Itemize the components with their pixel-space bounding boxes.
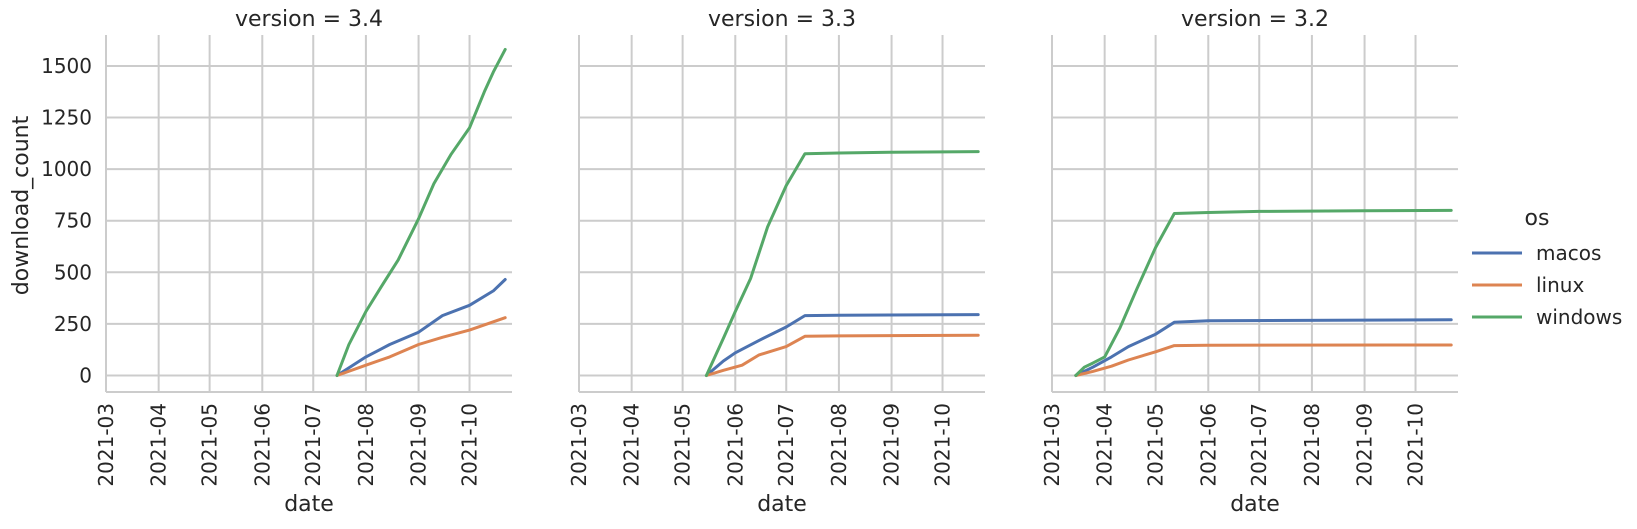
series-line-macos [1074,318,1453,377]
x-tick-label: 2021-04 [147,403,171,487]
x-tick-label: 2021-04 [1093,403,1117,487]
x-tick-label: 2021-03 [1040,403,1064,487]
x-tick-label: 2021-05 [198,403,222,487]
x-tick-label: 2021-10 [458,403,482,487]
x-tick-label: 2021-08 [1300,403,1324,487]
series-line-linux [704,333,980,377]
x-axis-label: date [284,492,334,517]
series-line-macos [335,278,507,377]
x-tick-label: 2021-06 [723,403,747,487]
x-tick-label: 2021-10 [1404,403,1428,487]
x-tick-label: 2021-06 [250,403,274,487]
series-line-windows [704,150,980,377]
x-tick-label: 2021-10 [931,403,955,487]
y-tick-label: 1500 [41,54,92,78]
panel-title: version = 3.3 [708,7,856,32]
y-tick-label: 750 [54,209,92,233]
panel-3: 2021-03 2021-04 2021-05 2021-06 2021-07 2021-… [1040,7,1458,517]
legend-title: os [1525,206,1550,231]
x-tick-label: 2021-07 [1247,403,1271,487]
panel-title: version = 3.4 [235,7,383,32]
x-tick-label: 2021-08 [827,403,851,487]
y-tick-label: 500 [54,260,92,284]
y-axis-label: download_count [9,115,34,295]
y-tick-label: 0 [79,363,92,387]
panel-2: 2021-03 2021-04 2021-05 2021-06 2021-07 2021-… [567,7,985,517]
x-axis-label: date [1230,492,1280,517]
x-tick-label: 2021-04 [620,403,644,487]
x-tick-label: 2021-06 [1196,403,1220,487]
x-tick-label: 2021-09 [1353,403,1377,487]
x-tick-label: 2021-09 [407,403,431,487]
x-tick-label: 2021-03 [94,403,118,487]
x-tick-label: 2021-08 [354,403,378,487]
y-tick-label: 1000 [41,157,92,181]
series-line-windows [1074,208,1453,377]
x-tick-label: 2021-05 [671,403,695,487]
series-line-linux [335,316,507,377]
x-tick-label: 2021-07 [774,403,798,487]
x-tick-label: 2021-05 [1144,403,1168,487]
series-line-macos [704,313,980,377]
series-line-windows [335,47,507,377]
x-tick-label: 2021-07 [301,403,325,487]
y-tick-label: 1250 [41,106,92,130]
legend-label-windows: windows [1536,305,1622,329]
legend-label-macos: macos [1536,241,1601,265]
legend-label-linux: linux [1536,273,1584,297]
panel-1: 0 250 500 750 1000 1250 1500 2021-03 2021-04 2021… [9,7,512,517]
y-tick-label: 250 [54,312,92,336]
x-axis-label: date [757,492,807,517]
legend: os macos linux windows [1472,206,1622,329]
panel-title: version = 3.2 [1181,7,1329,32]
series-line-linux [1074,343,1453,377]
x-tick-label: 2021-09 [880,403,904,487]
x-tick-label: 2021-03 [567,403,591,487]
